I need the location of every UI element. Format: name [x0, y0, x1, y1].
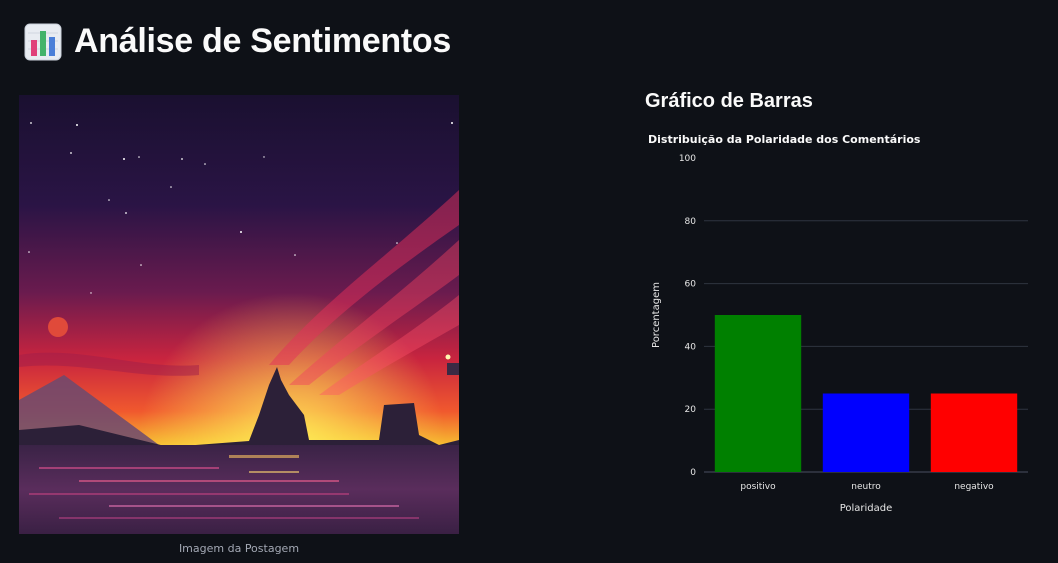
y-axis-title: Porcentagem — [651, 282, 662, 348]
y-tick-label: 80 — [685, 217, 697, 227]
bar-chart-icon — [24, 23, 62, 60]
page-header: Análise de Sentimentos — [24, 22, 451, 61]
y-tick-label: 100 — [679, 154, 696, 164]
y-tick-label: 20 — [685, 405, 697, 415]
image-caption: Imagem da Postagem — [178, 542, 300, 555]
y-tick-label: 60 — [685, 280, 697, 290]
x-tick-label: neutro — [851, 482, 881, 492]
y-tick-label: 0 — [690, 468, 696, 478]
bar-negativo[interactable] — [930, 393, 1018, 473]
post-image — [19, 95, 459, 534]
x-axis-title: Polaridade — [840, 503, 893, 514]
y-axis-ticks: 0 20 40 60 80 100 — [679, 154, 696, 478]
chart-title: Distribuição da Polaridade dos Comentári… — [648, 133, 921, 146]
y-tick-label: 40 — [685, 342, 697, 352]
bar-neutro[interactable] — [822, 393, 910, 473]
x-tick-label: negativo — [954, 482, 994, 492]
x-axis-ticks: positivo neutro negativo — [740, 482, 994, 492]
bar-chart: Distribuição da Polaridade dos Comentári… — [648, 133, 1028, 514]
chart-section-header: Gráfico de Barras — [645, 90, 813, 112]
chart-bars — [714, 315, 1018, 473]
bar-positivo[interactable] — [714, 315, 802, 472]
x-tick-label: positivo — [740, 482, 776, 492]
page-title: Análise de Sentimentos — [74, 22, 451, 60]
